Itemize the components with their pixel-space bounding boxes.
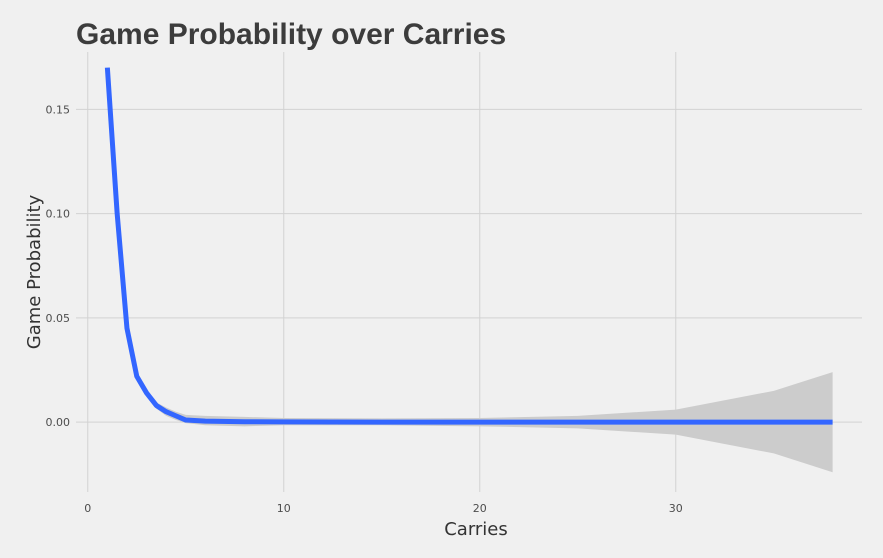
confidence-band [107,67,833,473]
y-tick-label: 0.05 [46,312,71,325]
tick-labels-layer: 0 10 20 30 0.00 0.05 0.10 0.15 [46,103,683,515]
x-tick-label: 0 [84,502,91,515]
x-tick-label: 30 [669,502,683,515]
x-tick-label: 10 [277,502,291,515]
x-axis-label: Carries [444,519,508,540]
series-line [104,67,833,425]
chart-title: Game Probability over Carries [76,18,506,51]
y-tick-label: 0.15 [46,103,71,116]
y-tick-label: 0.10 [46,208,71,221]
confidence-band-layer [107,67,833,473]
y-tick-label: 0.00 [46,416,71,429]
y-axis-label: Game Probability [24,194,45,349]
series-line-layer [104,67,833,425]
x-tick-label: 20 [473,502,487,515]
